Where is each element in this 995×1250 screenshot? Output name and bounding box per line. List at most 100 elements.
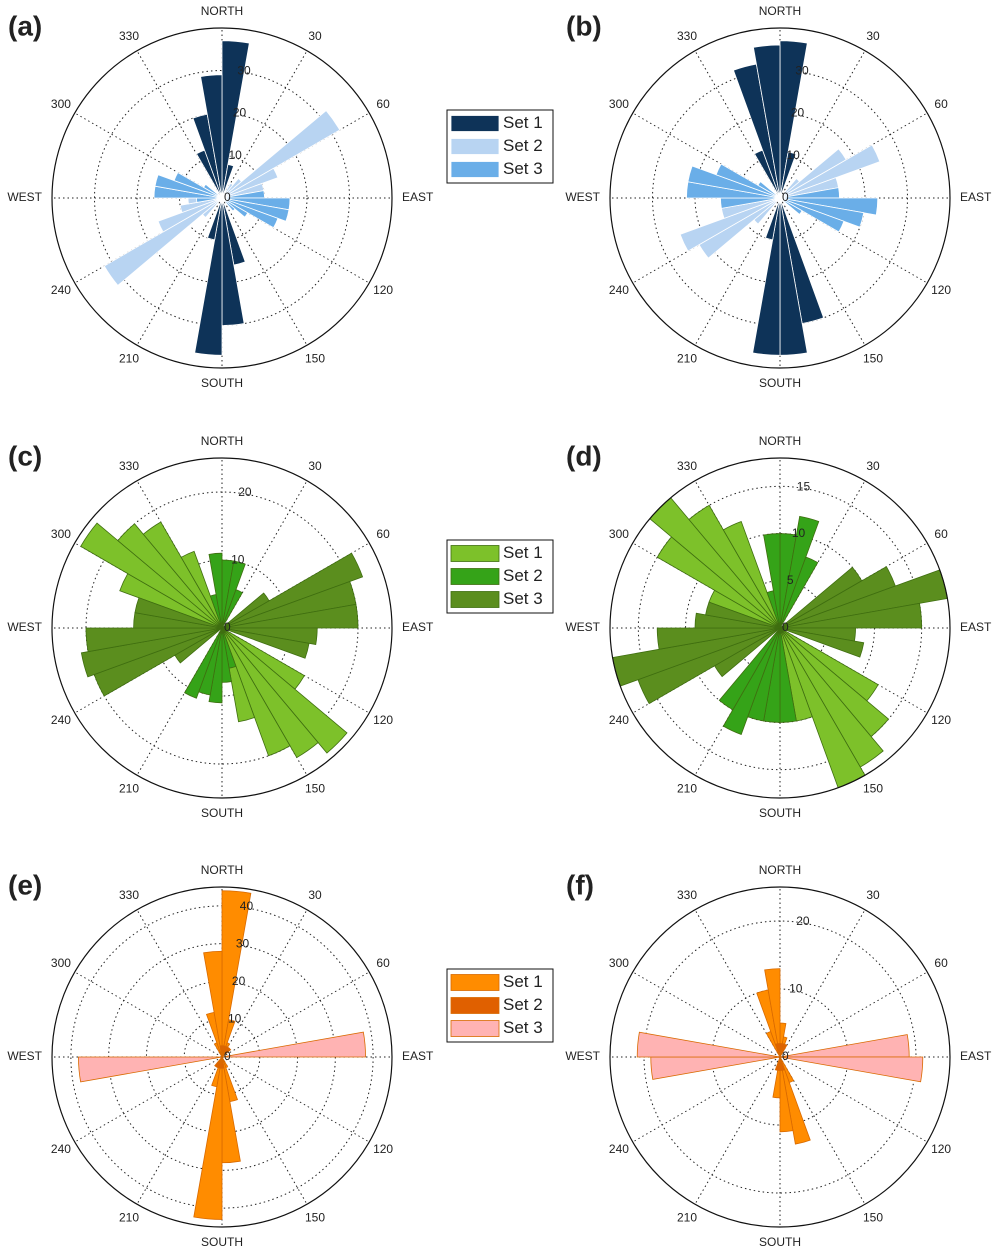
rose-wedge xyxy=(779,197,845,233)
r-tick-label: 5 xyxy=(787,573,794,587)
legend-swatch xyxy=(450,974,500,991)
theta-tick-label: 30 xyxy=(308,888,322,902)
legend-label: Set 2 xyxy=(503,995,543,1014)
rose-wedge xyxy=(221,603,359,629)
r-tick-label: 20 xyxy=(233,106,247,120)
plot-outline xyxy=(51,886,393,1228)
theta-tick-label: 330 xyxy=(119,888,139,902)
theta-tick-label: 300 xyxy=(609,527,629,541)
grid-spoke xyxy=(779,909,866,1058)
theta-tick-label: 330 xyxy=(119,29,139,43)
panel-label: (f) xyxy=(566,869,594,900)
rose-wedge xyxy=(757,181,781,199)
rose-wedge xyxy=(221,627,319,759)
grid-spoke xyxy=(779,50,866,199)
rose-wedge xyxy=(203,183,223,199)
rose-wedge xyxy=(221,552,364,629)
theta-tick-label: 60 xyxy=(934,956,948,970)
rose-wedge xyxy=(78,1056,223,1083)
grid-spoke xyxy=(779,1056,866,1205)
grid-spoke xyxy=(221,1056,308,1205)
rose-wedge xyxy=(752,44,781,199)
rose-chart: (f) 0 10 20 NORTH 30 60 EAST 120 150 SOUTH 210 240 WE… xyxy=(565,863,992,1249)
rose-wedge xyxy=(636,1031,781,1058)
rose-wedge xyxy=(85,627,223,653)
theta-tick-label: 150 xyxy=(305,351,325,365)
grid-spoke xyxy=(694,909,781,1058)
r-tick-label: 20 xyxy=(796,914,810,928)
theta-tick-label: 60 xyxy=(934,97,948,111)
grid-spoke xyxy=(779,971,928,1058)
rose-wedge xyxy=(206,197,223,241)
rose-wedge xyxy=(221,110,341,199)
theta-tick-label: 210 xyxy=(119,781,139,795)
theta-tick-label: 120 xyxy=(373,283,393,297)
legend-label: Set 2 xyxy=(503,136,543,155)
grid-spoke xyxy=(136,909,223,1058)
panel-label: (e) xyxy=(8,869,42,900)
theta-tick-label: 60 xyxy=(376,956,390,970)
theta-tick-label: 30 xyxy=(308,29,322,43)
r-tick-label: 30 xyxy=(236,936,250,950)
rose-wedge xyxy=(214,1056,223,1068)
rose-wedge xyxy=(763,533,781,629)
rose-wedge xyxy=(221,589,243,629)
grid-spoke xyxy=(694,1056,781,1205)
r-tick-label: 10 xyxy=(792,526,806,540)
theta-tick-label: 60 xyxy=(376,527,390,541)
theta-tick-label: 240 xyxy=(51,713,71,727)
theta-tick-label: NORTH xyxy=(759,4,801,18)
rose-wedge xyxy=(134,597,223,629)
rose-wedge xyxy=(221,627,291,757)
rose-wedge xyxy=(179,197,223,214)
grid-spoke xyxy=(221,1056,370,1143)
legend-label: Set 3 xyxy=(503,159,543,178)
theta-tick-label: EAST xyxy=(960,190,992,204)
rose-wedge xyxy=(173,171,223,199)
legend-swatch xyxy=(450,997,500,1014)
theta-tick-label: WEST xyxy=(7,190,42,204)
theta-tick-label: EAST xyxy=(402,620,434,634)
plot-outline xyxy=(51,27,393,369)
rose-wedge xyxy=(715,163,781,199)
rose-wedge xyxy=(219,1045,223,1058)
r-tick-label: 15 xyxy=(797,479,811,493)
r-tick-label: 40 xyxy=(240,899,254,913)
rose-wedge xyxy=(221,627,310,659)
theta-tick-label: 330 xyxy=(119,459,139,473)
theta-tick-label: NORTH xyxy=(201,4,243,18)
theta-tick-label: 150 xyxy=(305,1210,325,1224)
rose-wedge xyxy=(779,556,819,629)
rose-wedge xyxy=(779,627,865,658)
theta-tick-label: SOUTH xyxy=(201,376,243,390)
grid-spoke xyxy=(74,971,223,1058)
r-tick-label: 0 xyxy=(782,1049,789,1063)
theta-tick-label: WEST xyxy=(7,1049,42,1063)
theta-tick-label: 300 xyxy=(51,956,71,970)
theta-tick-label: WEST xyxy=(7,620,42,634)
theta-tick-label: 240 xyxy=(609,283,629,297)
rose-wedge xyxy=(103,197,223,286)
theta-tick-label: 30 xyxy=(866,459,880,473)
theta-tick-label: SOUTH xyxy=(759,376,801,390)
grid-spoke xyxy=(221,197,308,346)
legend-swatch xyxy=(450,568,500,585)
theta-tick-label: SOUTH xyxy=(759,1235,801,1249)
theta-tick-label: 120 xyxy=(931,283,951,297)
rose-wedge xyxy=(184,627,223,699)
rose-wedge xyxy=(779,515,820,629)
rose-wedge xyxy=(208,552,223,629)
theta-tick-label: 30 xyxy=(866,888,880,902)
legend-label: Set 1 xyxy=(503,113,543,132)
grid-spoke xyxy=(779,197,866,346)
theta-tick-label: EAST xyxy=(960,620,992,634)
theta-tick-label: NORTH xyxy=(201,434,243,448)
theta-tick-label: 330 xyxy=(677,459,697,473)
rose-wedge xyxy=(705,601,781,629)
rose-wedge xyxy=(779,151,797,199)
r-tick-label: 10 xyxy=(231,553,245,567)
rose-wedge xyxy=(80,522,223,629)
theta-tick-label: 150 xyxy=(305,781,325,795)
rose-wedge xyxy=(718,627,781,711)
